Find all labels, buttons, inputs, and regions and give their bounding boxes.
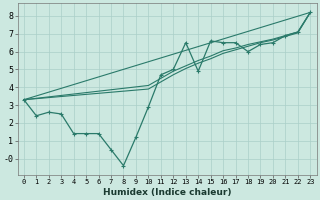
X-axis label: Humidex (Indice chaleur): Humidex (Indice chaleur) <box>103 188 231 197</box>
